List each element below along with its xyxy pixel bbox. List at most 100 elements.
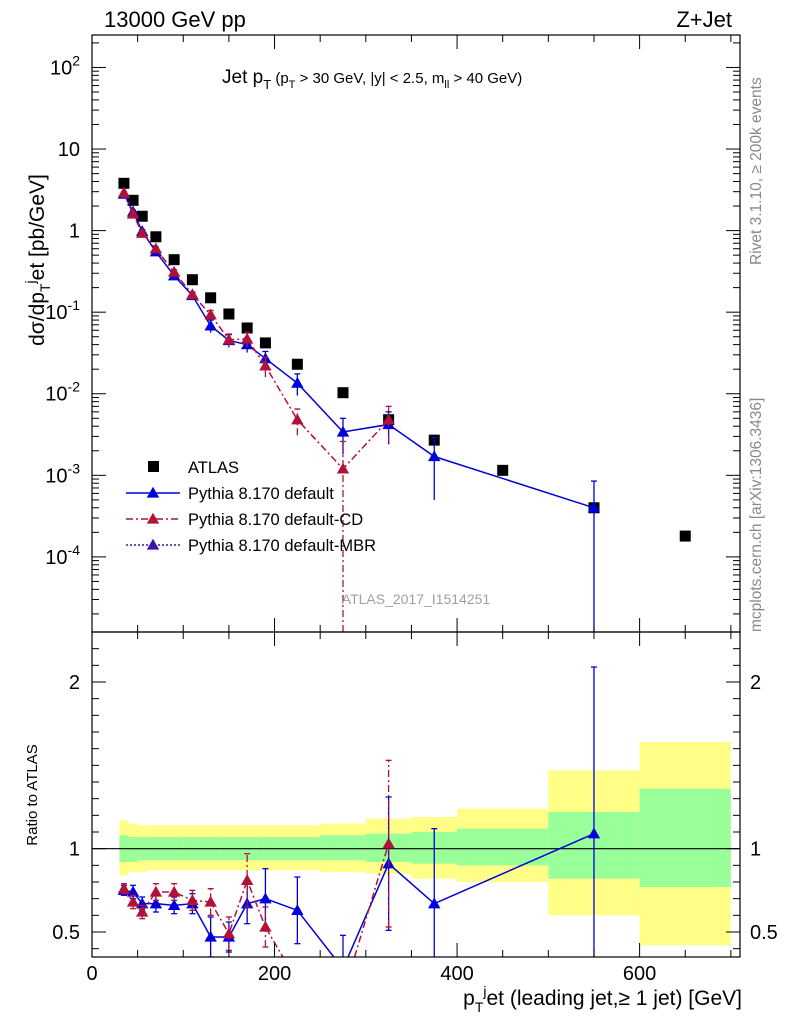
main-series-1 xyxy=(117,187,601,632)
ratio-y-tick-label-right: 1 xyxy=(750,839,761,861)
ratio-y-axis-label: Ratio to ATLAS xyxy=(24,744,41,845)
ratio-y-tick-label-right: 0.5 xyxy=(750,922,778,944)
atlas-data-point xyxy=(168,254,180,266)
ratio-y-tick-label: 2 xyxy=(69,672,80,694)
mcplots-label: mcplots.cern.ch [arXiv:1306.3436] xyxy=(748,398,765,632)
rivet-label: Rivet 3.1.10, ≥ 200k events xyxy=(748,77,765,265)
legend-label: Pythia 8.170 default-CD xyxy=(188,511,363,529)
series-marker xyxy=(186,288,199,300)
header-right-label: Z+Jet xyxy=(676,7,732,32)
x-axis-label: pTjet (leading jet,≥ 1 jet) [GeV] xyxy=(463,983,742,1015)
ratio-series-marker xyxy=(167,885,181,897)
ratio-band-inner xyxy=(320,835,366,861)
series-marker xyxy=(117,186,131,198)
series-marker xyxy=(336,425,350,437)
main-y-tick-label: 10 xyxy=(58,139,80,161)
ratio-frame xyxy=(91,631,741,958)
atlas-data-point xyxy=(118,177,130,189)
atlas-data-point xyxy=(291,358,303,370)
legend-marker xyxy=(146,486,160,498)
x-tick-label: 0 xyxy=(86,963,97,985)
ratio-series-marker xyxy=(204,930,217,942)
legend-label: Pythia 8.170 default xyxy=(188,485,334,503)
atlas-data-point xyxy=(150,231,162,243)
ratio-series-marker xyxy=(149,897,163,909)
series-marker xyxy=(167,265,181,277)
main-y-tick-label: 10-3 xyxy=(45,460,80,487)
atlas-data-point xyxy=(241,322,253,334)
ratio-series-marker xyxy=(240,874,254,885)
series-marker xyxy=(149,242,163,254)
atlas-data-point xyxy=(127,194,139,206)
ratio-panel: 0.5 0.5 1 1 2 2 0 200 400 600 Ratio to ATLAS pTj… xyxy=(24,631,778,1015)
ratio-series-marker xyxy=(204,895,217,907)
legend-marker xyxy=(146,538,160,550)
series-marker xyxy=(240,332,254,344)
main-panel: 102 10 1 10-1 10-2 10-3 10-4 Jet pT (pT > 30 G… xyxy=(22,34,741,633)
series-marker xyxy=(126,207,140,219)
atlas-data-point xyxy=(337,387,349,399)
ratio-band-inner xyxy=(639,788,731,887)
series-marker xyxy=(135,226,149,238)
atlas-data-point xyxy=(223,308,235,320)
series-marker xyxy=(291,413,304,425)
series-marker xyxy=(204,319,217,331)
ratio-y-tick-label: 1 xyxy=(69,839,80,861)
legend-label: Pythia 8.170 default-MBR xyxy=(188,537,376,555)
series-marker xyxy=(428,450,441,462)
ratio-series-marker xyxy=(428,897,441,909)
x-tick-label: 400 xyxy=(440,963,473,985)
ratio-series-marker xyxy=(126,895,140,907)
watermark: ATLAS_2017_I1514251 xyxy=(342,591,491,607)
main-y-tick-label: 1 xyxy=(69,221,80,243)
series-marker xyxy=(336,462,350,474)
main-series-2 xyxy=(117,186,395,632)
series-marker xyxy=(587,501,601,513)
ratio-series-marker xyxy=(167,899,181,910)
main-y-tick-label: 10-4 xyxy=(45,542,80,569)
ratio-series-marker xyxy=(337,962,349,973)
ratio-series-marker xyxy=(382,837,395,849)
legend-marker xyxy=(146,512,160,524)
main-y-tick-label: 10-2 xyxy=(45,379,80,406)
ratio-series-marker xyxy=(149,885,163,897)
ratio-series-1 xyxy=(117,759,395,1000)
ratio-series-marker xyxy=(259,892,272,904)
series-marker xyxy=(259,359,272,371)
series-marker xyxy=(222,333,236,345)
main-y-axis-label: dσ/dpTjet [pb/GeV] xyxy=(22,174,53,346)
ratio-series-marker xyxy=(222,927,236,939)
ratio-series-marker xyxy=(291,904,304,915)
series-marker xyxy=(291,376,304,388)
legend-marker xyxy=(148,461,159,472)
ratio-y-tick-label: 0.5 xyxy=(52,922,80,944)
header-left-label: 13000 GeV pp xyxy=(104,7,246,32)
ratio-series-marker xyxy=(259,920,272,932)
atlas-data-point xyxy=(186,274,198,286)
ratio-band-inner xyxy=(128,837,138,862)
ratio-series-marker xyxy=(291,976,303,987)
ratio-band-inner xyxy=(457,828,549,866)
main-y-tick-label: 102 xyxy=(50,52,80,79)
x-tick-label: 600 xyxy=(623,963,656,985)
ratio-series-marker xyxy=(126,885,140,897)
ratio-series-marker xyxy=(135,897,149,909)
atlas-data-point xyxy=(679,530,691,542)
ratio-series-marker xyxy=(186,894,199,905)
x-tick-label: 200 xyxy=(258,963,291,985)
legend: ATLAS Pythia 8.170 default Pythia 8.170 de… xyxy=(126,459,376,555)
series-marker xyxy=(204,308,217,320)
atlas-data-point xyxy=(497,464,509,476)
ratio-series-marker xyxy=(337,989,349,1000)
ratio-series-marker xyxy=(135,905,149,917)
main-y-tick-label: 10-1 xyxy=(45,297,80,324)
main-title: Jet pT (pT > 30 GeV, |y| < 2.5, mll > 40… xyxy=(222,67,522,92)
ratio-y-tick-label-right: 2 xyxy=(750,672,761,694)
atlas-data-point xyxy=(136,210,148,222)
ratio-series-marker xyxy=(587,827,601,839)
series-line xyxy=(123,192,390,470)
atlas-data-point xyxy=(259,337,271,349)
legend-label: ATLAS xyxy=(188,459,239,477)
series-marker xyxy=(382,413,395,425)
